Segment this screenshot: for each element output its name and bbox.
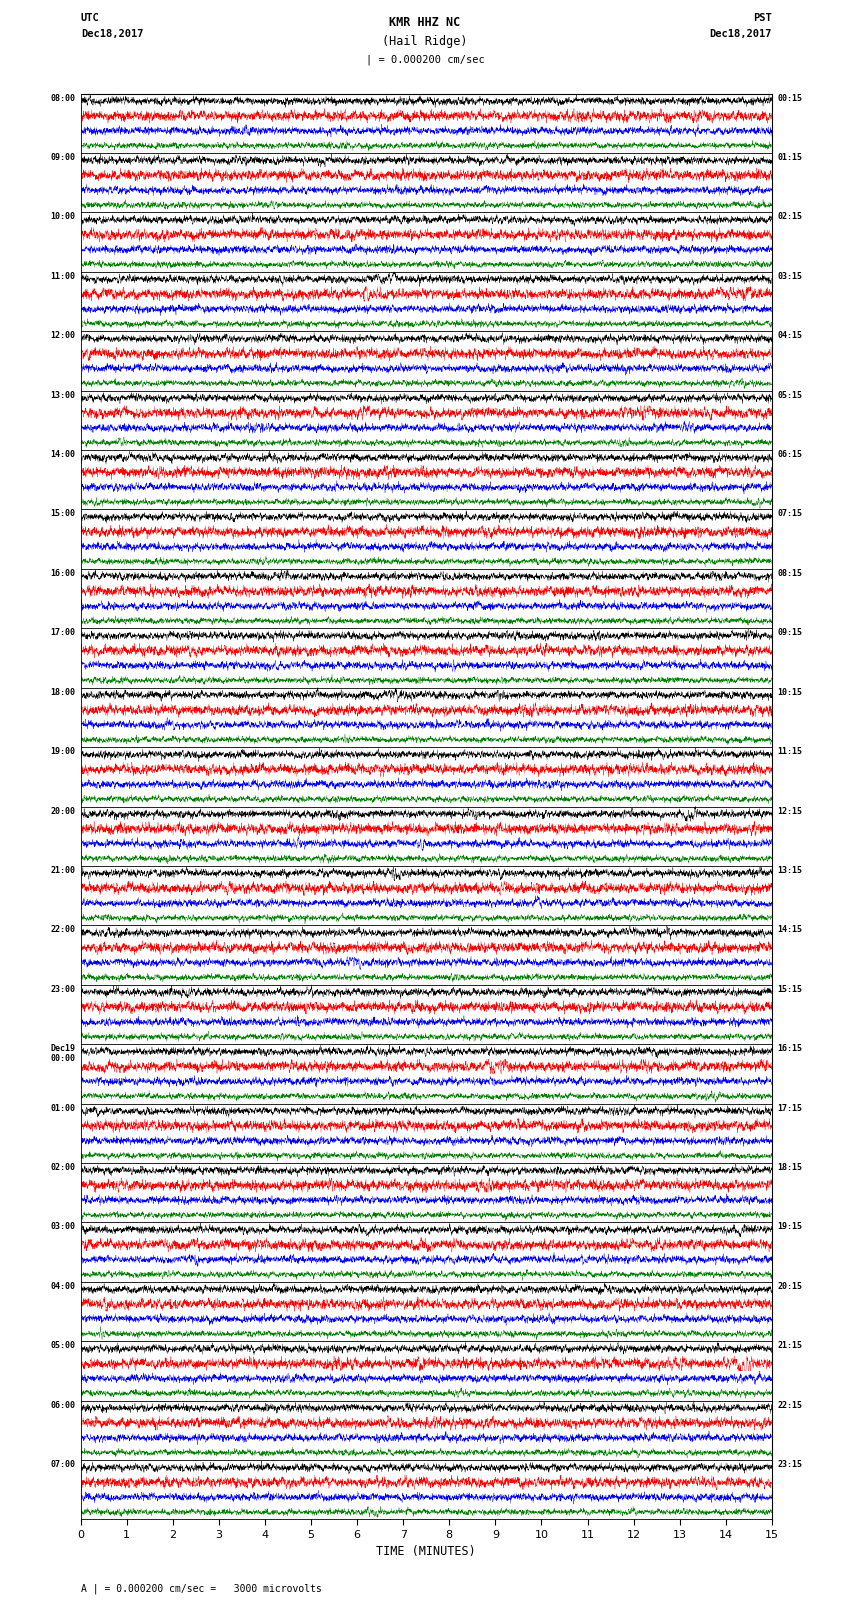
Text: 11:15: 11:15 — [778, 747, 802, 756]
Text: 12:00: 12:00 — [50, 331, 75, 340]
Text: 08:00: 08:00 — [50, 94, 75, 103]
Text: 07:15: 07:15 — [778, 510, 802, 518]
Text: 04:00: 04:00 — [50, 1282, 75, 1290]
Text: KMR HHZ NC: KMR HHZ NC — [389, 16, 461, 29]
Text: 21:15: 21:15 — [778, 1342, 802, 1350]
Text: 13:15: 13:15 — [778, 866, 802, 874]
Text: Dec19
00:00: Dec19 00:00 — [50, 1044, 75, 1063]
Text: 09:15: 09:15 — [778, 629, 802, 637]
Text: 03:15: 03:15 — [778, 273, 802, 281]
Text: 18:15: 18:15 — [778, 1163, 802, 1173]
Text: 20:00: 20:00 — [50, 806, 75, 816]
Text: 17:00: 17:00 — [50, 629, 75, 637]
Text: 01:00: 01:00 — [50, 1103, 75, 1113]
Text: 05:15: 05:15 — [778, 390, 802, 400]
Text: 18:00: 18:00 — [50, 687, 75, 697]
Text: 06:00: 06:00 — [50, 1400, 75, 1410]
Text: 22:15: 22:15 — [778, 1400, 802, 1410]
Text: 06:15: 06:15 — [778, 450, 802, 460]
Text: 23:15: 23:15 — [778, 1460, 802, 1469]
Text: 14:00: 14:00 — [50, 450, 75, 460]
Text: A | = 0.000200 cm/sec =   3000 microvolts: A | = 0.000200 cm/sec = 3000 microvolts — [81, 1582, 321, 1594]
Text: 22:00: 22:00 — [50, 926, 75, 934]
Text: 09:00: 09:00 — [50, 153, 75, 161]
Text: 15:00: 15:00 — [50, 510, 75, 518]
Text: 04:15: 04:15 — [778, 331, 802, 340]
Text: 17:15: 17:15 — [778, 1103, 802, 1113]
Text: 15:15: 15:15 — [778, 984, 802, 994]
Text: 01:15: 01:15 — [778, 153, 802, 161]
Text: 13:00: 13:00 — [50, 390, 75, 400]
Text: (Hail Ridge): (Hail Ridge) — [382, 35, 468, 48]
Text: 20:15: 20:15 — [778, 1282, 802, 1290]
Text: 23:00: 23:00 — [50, 984, 75, 994]
Text: 19:00: 19:00 — [50, 747, 75, 756]
Text: 08:15: 08:15 — [778, 569, 802, 577]
Text: 03:00: 03:00 — [50, 1223, 75, 1231]
Text: Dec18,2017: Dec18,2017 — [709, 29, 772, 39]
Text: 19:15: 19:15 — [778, 1223, 802, 1231]
Text: 05:00: 05:00 — [50, 1342, 75, 1350]
Text: 16:00: 16:00 — [50, 569, 75, 577]
Text: 02:00: 02:00 — [50, 1163, 75, 1173]
Text: 12:15: 12:15 — [778, 806, 802, 816]
Text: UTC: UTC — [81, 13, 99, 23]
Text: Dec18,2017: Dec18,2017 — [81, 29, 144, 39]
Text: PST: PST — [753, 13, 772, 23]
Text: 21:00: 21:00 — [50, 866, 75, 874]
Text: 00:15: 00:15 — [778, 94, 802, 103]
Text: 07:00: 07:00 — [50, 1460, 75, 1469]
Text: | = 0.000200 cm/sec: | = 0.000200 cm/sec — [366, 55, 484, 66]
Text: 02:15: 02:15 — [778, 213, 802, 221]
X-axis label: TIME (MINUTES): TIME (MINUTES) — [377, 1545, 476, 1558]
Text: 10:00: 10:00 — [50, 213, 75, 221]
Text: 16:15: 16:15 — [778, 1044, 802, 1053]
Text: 11:00: 11:00 — [50, 273, 75, 281]
Text: 10:15: 10:15 — [778, 687, 802, 697]
Text: 14:15: 14:15 — [778, 926, 802, 934]
